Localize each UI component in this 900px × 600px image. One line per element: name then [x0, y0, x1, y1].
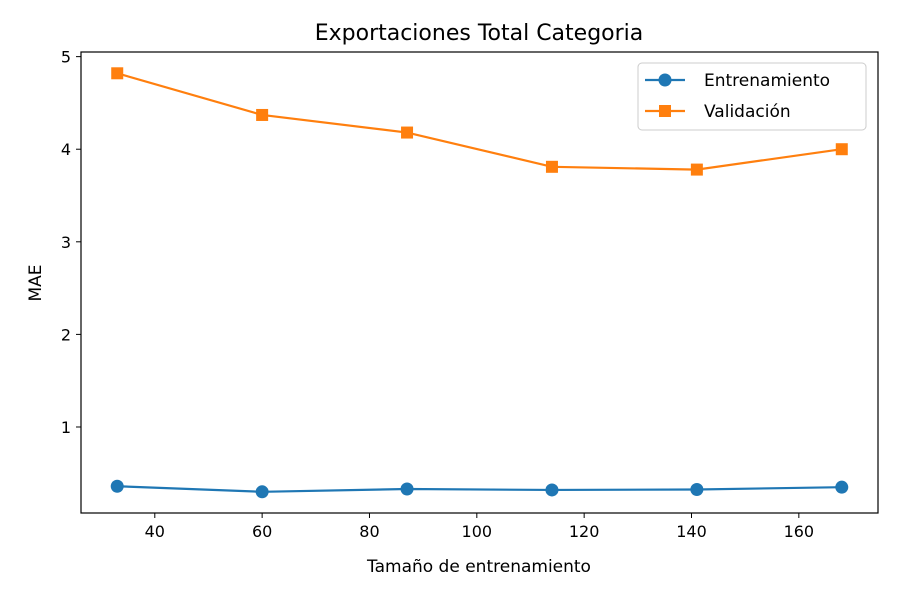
- data-point: [690, 482, 704, 496]
- legend-marker: [659, 105, 671, 117]
- data-point: [400, 482, 414, 496]
- data-point: [111, 67, 124, 80]
- x-axis: 40 60 80 100 120 140 160: [145, 513, 814, 541]
- data-point: [545, 160, 558, 173]
- data-point: [401, 126, 414, 139]
- y-tick-label: 3: [61, 233, 71, 252]
- x-tick-label: 40: [145, 522, 165, 541]
- x-tick-label: 140: [676, 522, 707, 541]
- y-tick-label: 4: [61, 140, 71, 159]
- legend: Entrenamiento Validación: [637, 62, 867, 131]
- legend-label: Entrenamiento: [704, 71, 830, 91]
- data-point: [545, 483, 559, 497]
- y-tick-label: 2: [61, 325, 71, 344]
- chart-title: Exportaciones Total Categoria: [315, 21, 644, 46]
- data-point: [835, 480, 849, 494]
- y-tick-label: 5: [61, 48, 71, 67]
- y-tick-label: 1: [61, 418, 71, 437]
- x-tick-label: 100: [462, 522, 493, 541]
- legend-marker: [658, 73, 672, 87]
- data-point: [110, 479, 124, 493]
- data-point: [835, 143, 848, 156]
- data-point: [690, 163, 703, 176]
- x-tick-label: 80: [359, 522, 379, 541]
- legend-box: [637, 62, 867, 131]
- series-line-1: [116, 72, 842, 171]
- plot-area: [80, 51, 879, 514]
- data-point: [255, 485, 269, 499]
- series-layer: [110, 67, 849, 499]
- x-tick-label: 160: [784, 522, 815, 541]
- legend-label: Validación: [704, 102, 791, 122]
- y-axis-label: MAE: [26, 264, 46, 301]
- x-tick-label: 60: [252, 522, 272, 541]
- series-line-0: [117, 485, 842, 493]
- data-point: [256, 108, 269, 121]
- y-axis: 1 2 3 4 5: [61, 48, 81, 437]
- x-axis-label: Tamaño de entrenamiento: [366, 557, 591, 577]
- x-tick-label: 120: [569, 522, 600, 541]
